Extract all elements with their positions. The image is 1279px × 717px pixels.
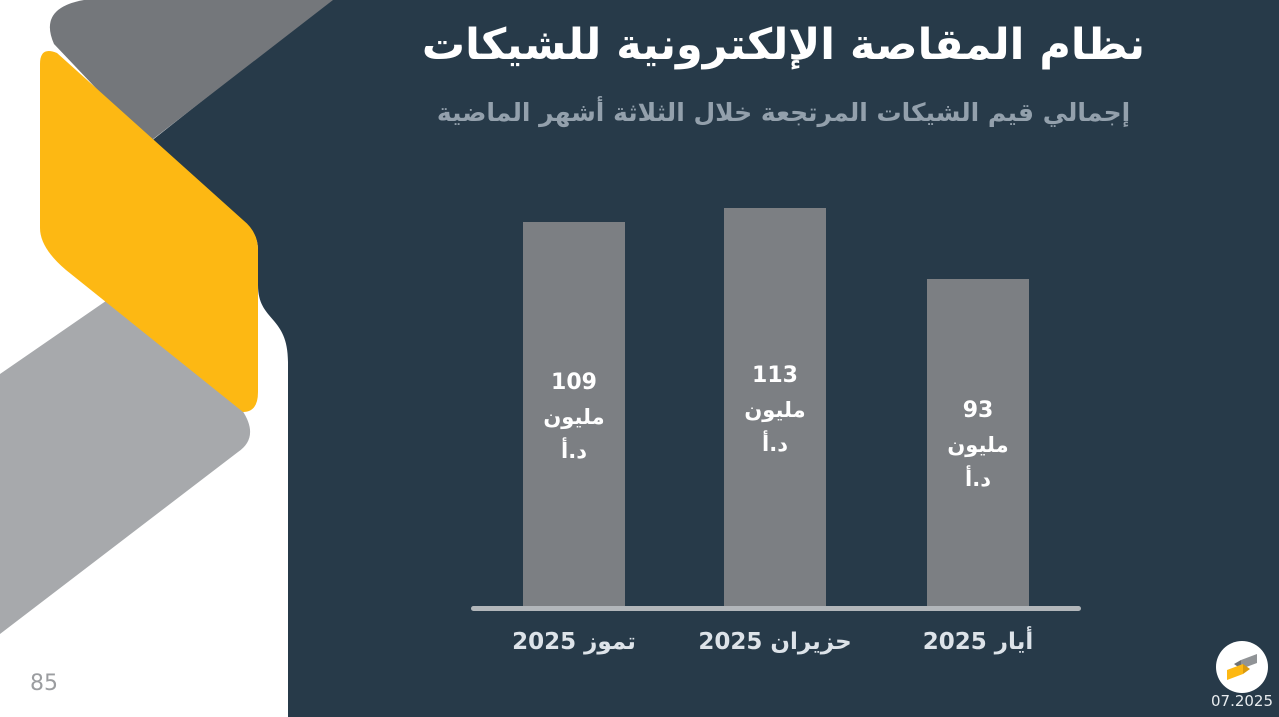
bar-value: 113: [752, 362, 798, 388]
bar-july-2025: 109 مليون د.أ: [523, 222, 625, 610]
category-label-july: تموز 2025: [512, 629, 636, 655]
bar-unit-million: مليون: [947, 433, 1009, 457]
slide-title: نظام المقاصة الإلكترونية للشيكات: [421, 20, 1146, 70]
logo-yellow-fold: [1243, 664, 1250, 674]
bar-value: 93: [962, 398, 994, 423]
logo-yellow-flag: [1227, 664, 1243, 680]
bar-unit-million: مليون: [543, 404, 605, 429]
ribbon-dark-gray: [49, 0, 333, 143]
bar-june-2025: 113 مليون د.أ: [724, 208, 826, 610]
bar-unit-currency: د.أ: [965, 467, 991, 491]
page-number: 85: [30, 671, 58, 696]
logo-gray-flag: [1241, 654, 1257, 669]
bar-unit-million: مليون: [744, 397, 806, 422]
ribbon-yellow: [40, 51, 258, 412]
bar-may-2025: 93 مليون د.أ: [927, 279, 1029, 610]
category-label-june: حزيران 2025: [698, 629, 852, 655]
slide-date: 07.2025: [1210, 692, 1274, 710]
slide-subtitle: إجمالي قيم الشيكات المرتجعة خلال الثلاثة…: [436, 98, 1131, 127]
bar-unit-currency: د.أ: [762, 431, 788, 456]
bar-unit-currency: د.أ: [561, 438, 587, 463]
x-axis-line: [471, 606, 1081, 611]
category-label-may: أيار 2025: [922, 629, 1034, 655]
company-logo-icon: [1216, 641, 1268, 693]
bar-value: 109: [551, 369, 597, 395]
